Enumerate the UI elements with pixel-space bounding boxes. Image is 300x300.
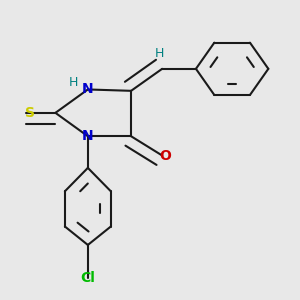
Text: N: N (82, 82, 94, 97)
Text: Cl: Cl (80, 271, 95, 285)
Text: H: H (155, 47, 164, 60)
Text: H: H (68, 76, 78, 89)
Text: N: N (82, 129, 94, 143)
Text: S: S (25, 106, 35, 120)
Text: O: O (159, 148, 171, 163)
